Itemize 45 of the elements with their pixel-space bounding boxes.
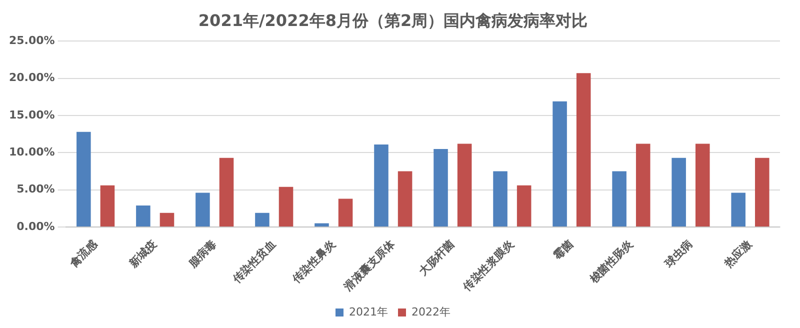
legend-label: 2022年: [412, 305, 450, 318]
bar: [398, 171, 412, 226]
y-tick-label: 5.00%: [16, 182, 55, 196]
x-tick-label: 滑液囊支原体: [340, 236, 398, 294]
legend-label: 2021年: [349, 305, 388, 318]
x-tick-label: 霉菌: [551, 238, 576, 262]
y-tick-label: 15.00%: [8, 108, 55, 122]
x-tick-label: 梭菌性肠炎: [586, 236, 636, 286]
bar: [196, 192, 210, 226]
bar: [434, 148, 448, 226]
x-tick-label: 腺病毒: [186, 238, 219, 271]
y-tick-label: 10.00%: [8, 146, 55, 159]
x-tick-label: 传染性浆膜炎: [460, 236, 518, 294]
bar: [160, 212, 174, 226]
bar: [278, 186, 294, 226]
bar: [552, 101, 567, 226]
y-tick-label: 25.00%: [8, 34, 55, 48]
bar: [219, 158, 234, 226]
bar: [612, 171, 626, 226]
x-tick-label: 热应激: [721, 236, 756, 271]
bar: [100, 185, 115, 226]
chart-title: 2021年/2022年8月份（第2周）国内禽病发病率对比: [198, 10, 588, 30]
bar: [76, 132, 91, 226]
y-tick-label: 0.00%: [16, 220, 55, 233]
y-tick-label: 20.00%: [8, 71, 55, 84]
bar: [672, 158, 686, 226]
x-tick-label: 新城疫: [126, 238, 160, 271]
bar: [374, 144, 388, 226]
bar: [636, 144, 650, 226]
bar: [136, 205, 150, 226]
x-tick-label: 传染性鼻炎: [288, 236, 338, 286]
bar: [457, 144, 472, 226]
bar: [255, 212, 270, 226]
bar: [576, 73, 591, 226]
x-tick-label: 大肠杆菌: [416, 238, 457, 278]
bar: [695, 144, 710, 226]
bar: [493, 171, 508, 226]
bar: [314, 223, 329, 226]
bar: [731, 192, 746, 226]
x-tick-label: 传染性贫血: [229, 238, 278, 286]
bar: [755, 158, 770, 226]
bar: [338, 198, 353, 226]
x-tick-label: 球虫病: [662, 238, 695, 271]
x-tick-label: 禽流感: [66, 236, 100, 271]
bar: [516, 185, 532, 226]
